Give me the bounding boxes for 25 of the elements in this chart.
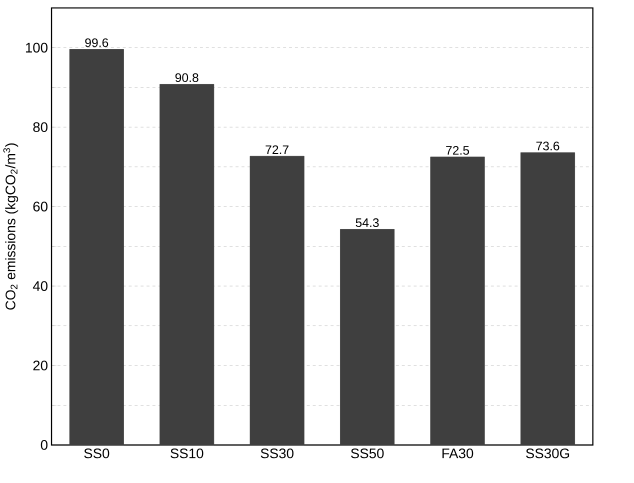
x-tick-label: FA30 — [442, 448, 474, 458]
y-tick-label: 100 — [26, 42, 48, 53]
data-label: 72.5 — [446, 146, 470, 155]
y-tick-label: 60 — [33, 202, 48, 212]
data-label: 90.8 — [175, 73, 198, 82]
y-tick-label: 40 — [32, 281, 48, 292]
bar — [520, 152, 576, 446]
y-axis-title: CO$_{2}$ emissions (kgCO$_{2}$/m$^{3}$) — [3, 144, 18, 310]
data-label: 72.7 — [266, 145, 288, 154]
bar — [340, 229, 395, 446]
x-tick-label: SS50 — [350, 448, 384, 458]
y-tick-label: 0 — [40, 440, 48, 450]
x-tick-label: SS10 — [170, 448, 204, 458]
y-tick-label: 80 — [33, 122, 48, 132]
data-label: 99.6 — [85, 38, 108, 48]
data-label: 54.3 — [356, 218, 379, 228]
bar — [160, 84, 214, 446]
y-tick-label: 20 — [33, 360, 48, 371]
data-label: 73.6 — [536, 142, 560, 151]
bar — [250, 156, 304, 446]
x-tick-label: SS30 — [260, 448, 294, 458]
x-tick-label: SS0 — [84, 448, 110, 458]
bar — [430, 156, 485, 446]
x-tick-label: SS30G — [526, 448, 570, 458]
bar — [69, 49, 124, 446]
